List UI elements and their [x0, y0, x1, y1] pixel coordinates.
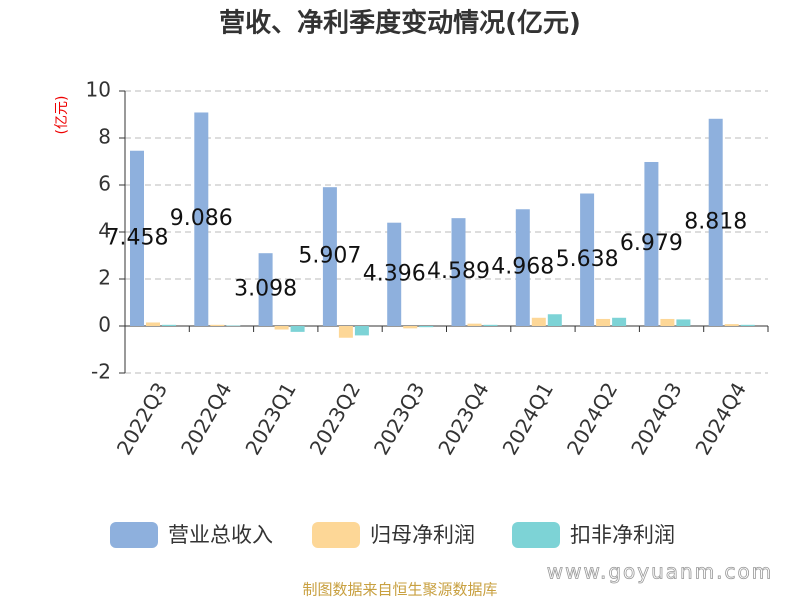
x-tick-label: 2022Q3 [112, 378, 172, 459]
bar [451, 218, 466, 326]
bar [483, 324, 498, 326]
x-tick-label: 2023Q4 [433, 378, 493, 459]
x-tick-label: 2023Q2 [305, 378, 365, 459]
bar [274, 326, 289, 330]
bar [596, 318, 611, 326]
bar [322, 187, 337, 326]
bar [467, 323, 482, 326]
x-tick-label: 2024Q2 [562, 378, 622, 459]
bar [660, 318, 675, 326]
y-tick-label: 4 [98, 219, 111, 243]
x-tick-label: 2024Q3 [626, 378, 686, 459]
source: 制图数据来自恒生聚源数据库 [302, 581, 497, 599]
value-label: 6.979 [620, 231, 683, 256]
value-label: 7.458 [106, 225, 169, 250]
x-tick-label: 2023Q3 [369, 378, 429, 459]
bar [612, 317, 627, 326]
bar [708, 118, 723, 326]
y-tick-label: -2 [91, 360, 111, 384]
y-tick-label: 6 [98, 172, 111, 196]
bar [290, 326, 305, 332]
value-label: 5.907 [298, 244, 361, 269]
bar [644, 161, 659, 326]
x-tick-label: 2023Q1 [240, 378, 300, 459]
y-tick-label: 2 [98, 266, 111, 290]
x-tick-label: 2024Q1 [498, 378, 558, 459]
bar [194, 112, 209, 326]
legend-label: 归母净利润 [370, 523, 475, 547]
value-label: 9.086 [170, 206, 233, 231]
x-tick-label: 2024Q4 [690, 378, 750, 459]
bar [740, 324, 755, 326]
bar [403, 326, 418, 329]
bar [258, 253, 273, 326]
bar [210, 324, 225, 326]
bar [130, 150, 144, 326]
bar [162, 324, 176, 326]
x-tick-label: 2022Q4 [176, 378, 236, 459]
bar [515, 209, 530, 326]
value-label: 8.818 [684, 209, 747, 234]
bar [580, 193, 595, 326]
bar [419, 326, 434, 328]
legend-swatch [512, 522, 560, 548]
bar [676, 319, 691, 326]
bar [531, 317, 546, 326]
legend-label: 营业总收入 [168, 523, 273, 547]
value-label: 4.396 [363, 261, 426, 286]
bar [338, 326, 353, 338]
value-label: 4.968 [491, 255, 554, 280]
value-label: 5.638 [556, 247, 619, 272]
bar [226, 325, 241, 327]
legend-swatch [110, 522, 158, 548]
value-label: 4.589 [427, 259, 490, 284]
watermark: www.goyuanm.com [547, 560, 774, 584]
bar [354, 326, 369, 336]
legend-label: 扣非净利润 [570, 523, 675, 547]
y-tick-label: 0 [98, 313, 111, 337]
bar [724, 324, 739, 326]
y-tick-label: 8 [98, 125, 111, 149]
bar [387, 222, 402, 326]
chart-title: 营收、净利季度变动情况(亿元) [219, 8, 581, 39]
legend-swatch [312, 522, 360, 548]
y-axis-label: (亿元) [54, 96, 70, 135]
y-tick-label: 10 [86, 78, 111, 102]
value-label: 3.098 [234, 277, 297, 302]
bar [547, 314, 562, 326]
bar [146, 322, 160, 326]
